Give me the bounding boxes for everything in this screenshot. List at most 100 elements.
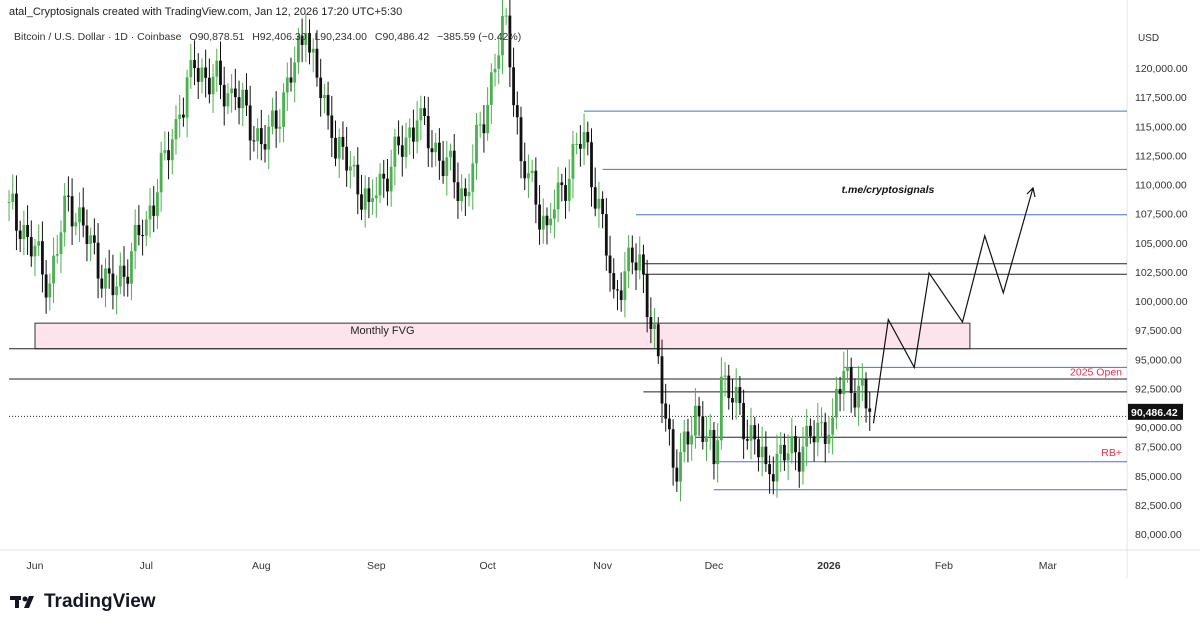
candle-body <box>857 385 861 408</box>
candle-body <box>742 403 746 440</box>
candle-body <box>827 434 831 444</box>
candle-body <box>582 132 586 149</box>
candle-body <box>771 474 775 482</box>
candle-body <box>252 140 256 142</box>
ohlc-open: O90,878.51 <box>189 31 245 43</box>
candle-body <box>174 119 178 140</box>
candle-body <box>820 422 823 424</box>
candle-body <box>111 273 115 296</box>
candle-body <box>690 435 694 445</box>
candle-body <box>653 324 656 329</box>
time-tick-label: Nov <box>593 560 612 572</box>
candle-body <box>816 422 820 443</box>
ohlc-low: L90,234.00 <box>314 31 367 43</box>
candle-body <box>245 89 248 106</box>
price-tick-label: 87,500.00 <box>1135 442 1182 454</box>
ohlc-change: −385.59 (−0.42%) <box>437 31 522 43</box>
candle-body <box>308 33 311 53</box>
price-tick-label: 120,000.00 <box>1135 63 1188 75</box>
candle-body <box>226 93 230 107</box>
candle-body <box>619 290 623 301</box>
candle-body <box>163 150 167 153</box>
candle-body <box>701 416 705 442</box>
candle-body <box>237 97 241 109</box>
candle-body <box>597 198 601 209</box>
candle-body <box>18 230 22 240</box>
candle-body <box>783 444 786 461</box>
time-tick-label: Aug <box>252 560 271 572</box>
candle-body <box>170 139 174 161</box>
candle-body <box>200 67 204 82</box>
candle-body <box>846 367 849 371</box>
candle-body <box>412 127 415 142</box>
candle-body <box>660 356 664 404</box>
candle-body <box>716 440 720 465</box>
symbol-name[interactable]: Bitcoin / U.S. Dollar · 1D · Coinbase <box>14 31 182 43</box>
price-tick-label: 82,500.00 <box>1135 500 1182 512</box>
candle-body <box>567 178 571 201</box>
candle-body <box>115 286 119 296</box>
candle-body <box>812 436 816 443</box>
candle-body <box>211 76 215 95</box>
candle-body <box>734 387 738 403</box>
candle-body <box>831 417 835 435</box>
candle-body <box>864 379 868 409</box>
candle-body <box>7 201 11 203</box>
candle-body <box>679 452 682 482</box>
candle-body <box>656 324 660 357</box>
candle-body <box>434 142 438 153</box>
candle-body <box>311 48 315 53</box>
candle-body <box>437 142 441 161</box>
candle-body <box>545 215 549 226</box>
candle-body <box>382 173 386 179</box>
candle-body <box>178 114 182 120</box>
candle-body <box>749 425 753 441</box>
time-tick-label: Sep <box>367 560 386 572</box>
candle-body <box>48 283 52 298</box>
candle-body <box>564 185 567 201</box>
candle-body <box>118 265 122 287</box>
candle-body <box>794 436 797 453</box>
candle-body <box>486 104 490 134</box>
last-price-label: 90,486.42 <box>1131 407 1178 419</box>
candle-body <box>193 60 196 68</box>
candle-body <box>348 166 352 171</box>
candle-body <box>41 241 44 275</box>
ohlc-high: H92,406.30 <box>252 31 307 43</box>
candle-body <box>107 268 111 274</box>
ohlc-close: C90,486.42 <box>374 31 430 43</box>
candle-body <box>705 436 708 442</box>
candle-body <box>538 204 541 230</box>
candle-body <box>515 105 519 118</box>
candle-body <box>156 192 159 216</box>
candle-body <box>586 132 590 143</box>
candle-body <box>616 289 619 291</box>
candle-body <box>745 439 749 441</box>
candle-body <box>608 255 612 274</box>
candle-body <box>445 157 449 176</box>
fvg-zone <box>34 322 971 350</box>
candle-body <box>66 195 70 197</box>
candle-body <box>386 178 389 192</box>
time-tick-label: Jun <box>27 560 44 572</box>
candle-body <box>842 370 846 395</box>
candle-body <box>256 128 259 142</box>
tradingview-logo[interactable]: TradingView <box>10 591 156 613</box>
candle-body <box>634 262 638 271</box>
time-tick-label: Feb <box>935 560 953 572</box>
fvg-label: Monthly FVG <box>350 325 414 337</box>
candle-body <box>322 94 326 99</box>
candle-body <box>460 188 464 201</box>
price-tick-label: 97,500.00 <box>1135 325 1182 337</box>
candle-body <box>757 439 760 458</box>
candle-body <box>675 467 679 482</box>
candle-body <box>712 429 716 465</box>
candle-body <box>693 405 697 436</box>
candle-body <box>727 375 731 399</box>
projection-arrowhead-icon <box>1026 186 1036 198</box>
candle-body <box>133 224 137 252</box>
time-tick-label: Mar <box>1039 560 1058 572</box>
candle-body <box>627 247 630 272</box>
candle-body <box>70 196 74 227</box>
